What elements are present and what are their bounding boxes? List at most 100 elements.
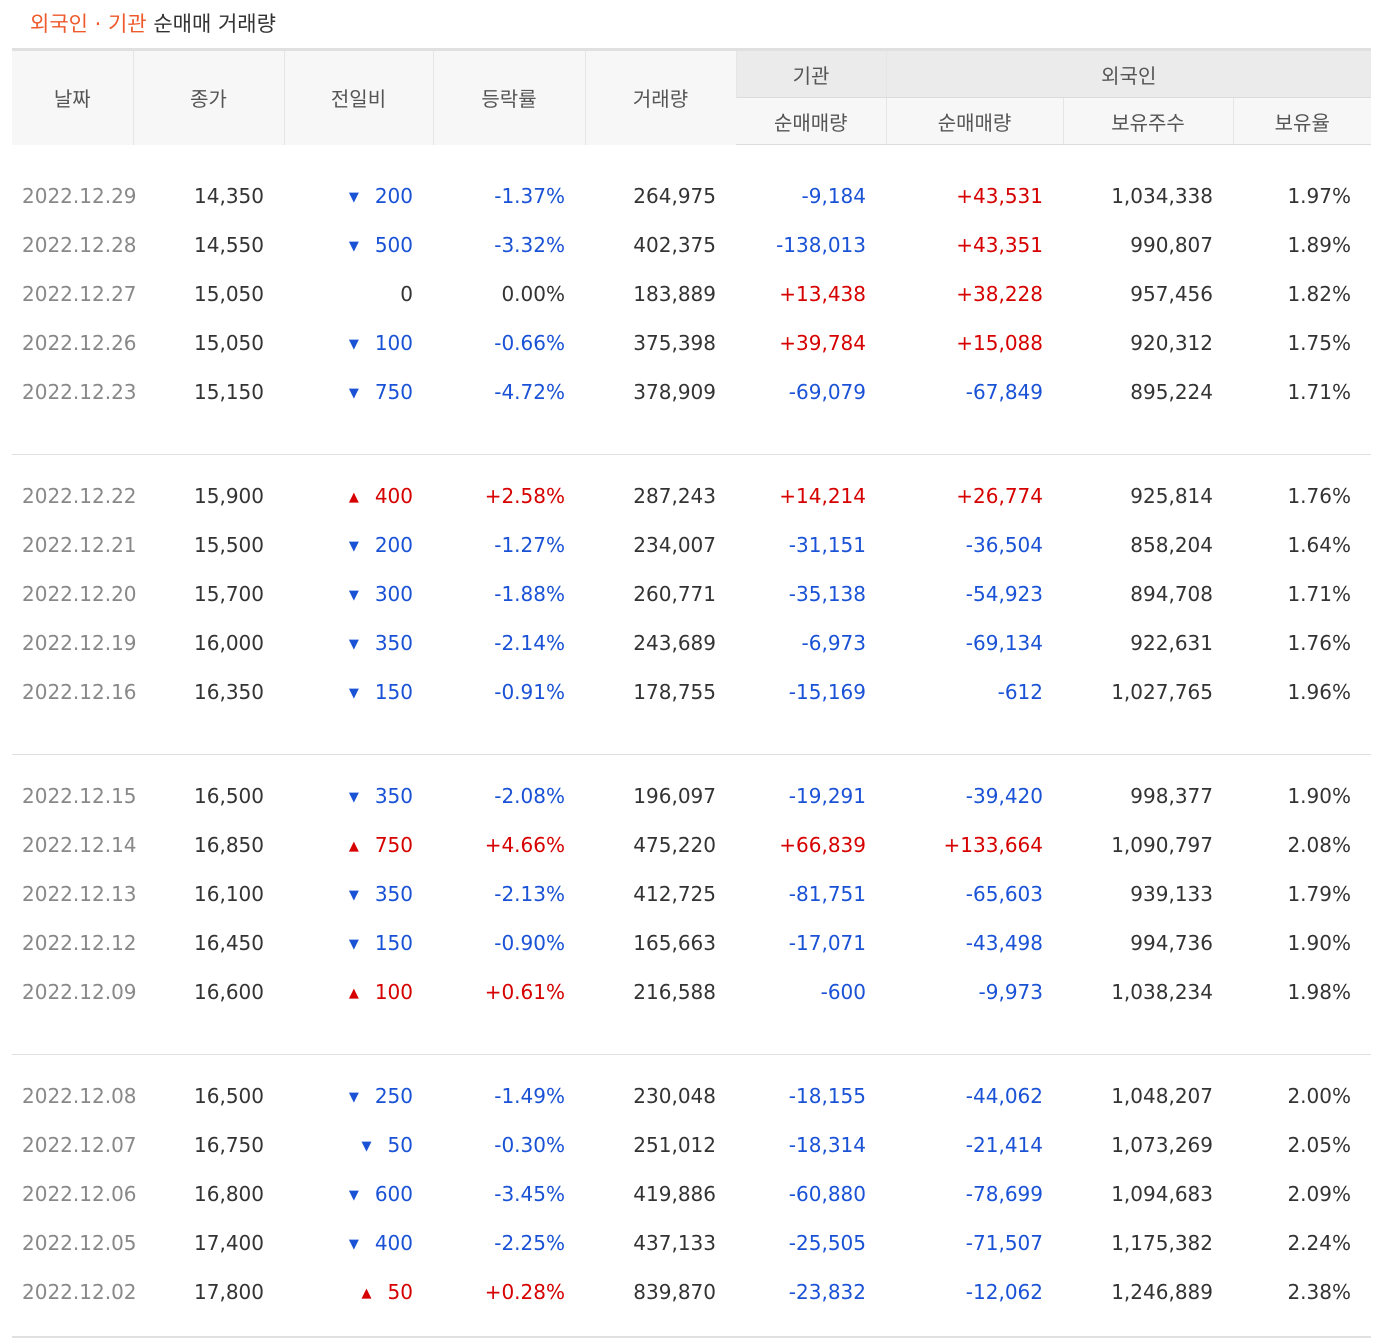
ratio-cell: 1.79% xyxy=(1287,881,1351,906)
change-cell: ▲ 750 xyxy=(284,820,433,869)
change-value: 350 xyxy=(374,630,413,655)
change-cell: ▼ 400 xyxy=(284,1218,433,1267)
date-cell: 2022.12.27 xyxy=(22,281,137,306)
close-cell: 16,800 xyxy=(194,1181,264,1206)
close-cell: 16,100 xyxy=(194,881,264,906)
group-divider xyxy=(12,416,1371,455)
close-cell: 14,350 xyxy=(194,183,264,208)
holdings-cell: 1,246,889 xyxy=(1111,1279,1213,1304)
institution-net-cell: -81,751 xyxy=(788,881,866,906)
date-cell: 2022.12.19 xyxy=(22,630,137,655)
close-cell: 17,400 xyxy=(194,1230,264,1255)
change-cell: ▲ 50 xyxy=(284,1267,433,1316)
date-cell: 2022.12.02 xyxy=(22,1279,137,1304)
rate-cell: -1.27% xyxy=(494,532,565,557)
date-cell: 2022.12.08 xyxy=(22,1083,137,1108)
triangle-down-icon: ▼ xyxy=(361,1138,372,1154)
table-row: 2022.12.02 17,800 ▲ 50 +0.28% 839,870 -23,832 -… xyxy=(12,1267,1371,1316)
header-foreign-group: 외국인 xyxy=(885,48,1371,98)
change-cell: ▼ 200 xyxy=(284,520,433,569)
foreign-net-cell: -65,603 xyxy=(965,881,1043,906)
foreign-net-cell: +15,088 xyxy=(956,330,1043,355)
triangle-down-icon: ▼ xyxy=(348,385,359,401)
close-cell: 16,350 xyxy=(194,679,264,704)
change-cell: ▼ 350 xyxy=(284,771,433,820)
volume-cell: 234,007 xyxy=(633,532,716,557)
holdings-cell: 1,048,207 xyxy=(1111,1083,1213,1108)
date-cell: 2022.12.16 xyxy=(22,679,137,704)
date-cell: 2022.12.14 xyxy=(22,832,137,857)
rate-cell: -1.88% xyxy=(494,581,565,606)
holdings-cell: 894,708 xyxy=(1130,581,1213,606)
triangle-down-icon: ▼ xyxy=(348,1236,359,1252)
change-value: 100 xyxy=(374,330,413,355)
institution-net-cell: -600 xyxy=(820,979,866,1004)
foreign-net-cell: -78,699 xyxy=(965,1181,1043,1206)
institution-net-cell: +13,438 xyxy=(779,281,866,306)
change-cell: ▲ 400 xyxy=(284,471,433,520)
volume-cell: 165,663 xyxy=(633,930,716,955)
change-value: 50 xyxy=(387,1279,413,1304)
change-value: 150 xyxy=(374,930,413,955)
holdings-cell: 1,027,765 xyxy=(1111,679,1213,704)
change-cell: ▲ 100 xyxy=(284,967,433,1016)
change-value: 200 xyxy=(374,183,413,208)
institution-net-cell: -18,314 xyxy=(788,1132,866,1157)
change-value: 300 xyxy=(374,581,413,606)
change-cell: ▼ 100 xyxy=(284,318,433,367)
ratio-cell: 2.08% xyxy=(1287,832,1351,857)
holdings-cell: 858,204 xyxy=(1130,532,1213,557)
close-cell: 15,900 xyxy=(194,483,264,508)
header-institution-net: 순매매량 xyxy=(736,97,886,145)
row-spacer xyxy=(12,755,1371,772)
holdings-cell: 957,456 xyxy=(1130,281,1213,306)
change-value: 750 xyxy=(374,379,413,404)
ratio-cell: 1.98% xyxy=(1287,979,1351,1004)
row-spacer xyxy=(12,455,1371,472)
foreign-net-cell: -71,507 xyxy=(965,1230,1043,1255)
date-cell: 2022.12.22 xyxy=(22,483,137,508)
foreign-net-cell: -12,062 xyxy=(965,1279,1043,1304)
table-row: 2022.12.19 16,000 ▼ 350 -2.14% 243,689 -6,973 -… xyxy=(12,618,1371,667)
change-value: 750 xyxy=(374,832,413,857)
group-divider xyxy=(12,1316,1371,1338)
ratio-cell: 2.09% xyxy=(1287,1181,1351,1206)
table-row: 2022.12.16 16,350 ▼ 150 -0.91% 178,755 -15,169… xyxy=(12,667,1371,716)
date-cell: 2022.12.06 xyxy=(22,1181,137,1206)
ratio-cell: 2.38% xyxy=(1287,1279,1351,1304)
institution-net-cell: -69,079 xyxy=(788,379,866,404)
rate-cell: -3.32% xyxy=(494,232,565,257)
change-cell: ▼ 200 xyxy=(284,171,433,220)
table-row: 2022.12.21 15,500 ▼ 200 -1.27% 234,007 -31,151… xyxy=(12,520,1371,569)
holdings-cell: 920,312 xyxy=(1130,330,1213,355)
table-row: 2022.12.20 15,700 ▼ 300 -1.88% 260,771 -35,138… xyxy=(12,569,1371,618)
close-cell: 16,500 xyxy=(194,1083,264,1108)
triangle-down-icon: ▼ xyxy=(348,936,359,952)
institution-net-cell: -60,880 xyxy=(788,1181,866,1206)
volume-cell: 402,375 xyxy=(633,232,716,257)
holdings-cell: 990,807 xyxy=(1130,232,1213,257)
rate-cell: 0.00% xyxy=(501,281,565,306)
volume-cell: 412,725 xyxy=(633,881,716,906)
change-cell: ▼ 250 xyxy=(284,1071,433,1120)
rate-cell: -1.49% xyxy=(494,1083,565,1108)
table-row: 2022.12.26 15,050 ▼ 100 -0.66% 375,398 +39,784… xyxy=(12,318,1371,367)
table-row: 2022.12.09 16,600 ▲ 100 +0.61% 216,588 -600 -9,… xyxy=(12,967,1371,1016)
volume-cell: 230,048 xyxy=(633,1083,716,1108)
institution-net-cell: +39,784 xyxy=(779,330,866,355)
foreign-net-cell: +38,228 xyxy=(956,281,1043,306)
ratio-cell: 1.90% xyxy=(1287,930,1351,955)
triangle-down-icon: ▼ xyxy=(348,636,359,652)
ratio-cell: 2.05% xyxy=(1287,1132,1351,1157)
foreign-net-cell: -69,134 xyxy=(965,630,1043,655)
ratio-cell: 1.71% xyxy=(1287,581,1351,606)
holdings-cell: 939,133 xyxy=(1130,881,1213,906)
ratio-cell: 2.24% xyxy=(1287,1230,1351,1255)
volume-cell: 378,909 xyxy=(633,379,716,404)
date-cell: 2022.12.05 xyxy=(22,1230,137,1255)
foreign-net-cell: +43,351 xyxy=(956,232,1043,257)
table-row: 2022.12.12 16,450 ▼ 150 -0.90% 165,663 -17,071… xyxy=(12,918,1371,967)
rate-cell: -4.72% xyxy=(494,379,565,404)
change-cell: ▼ 300 xyxy=(284,569,433,618)
date-cell: 2022.12.07 xyxy=(22,1132,137,1157)
